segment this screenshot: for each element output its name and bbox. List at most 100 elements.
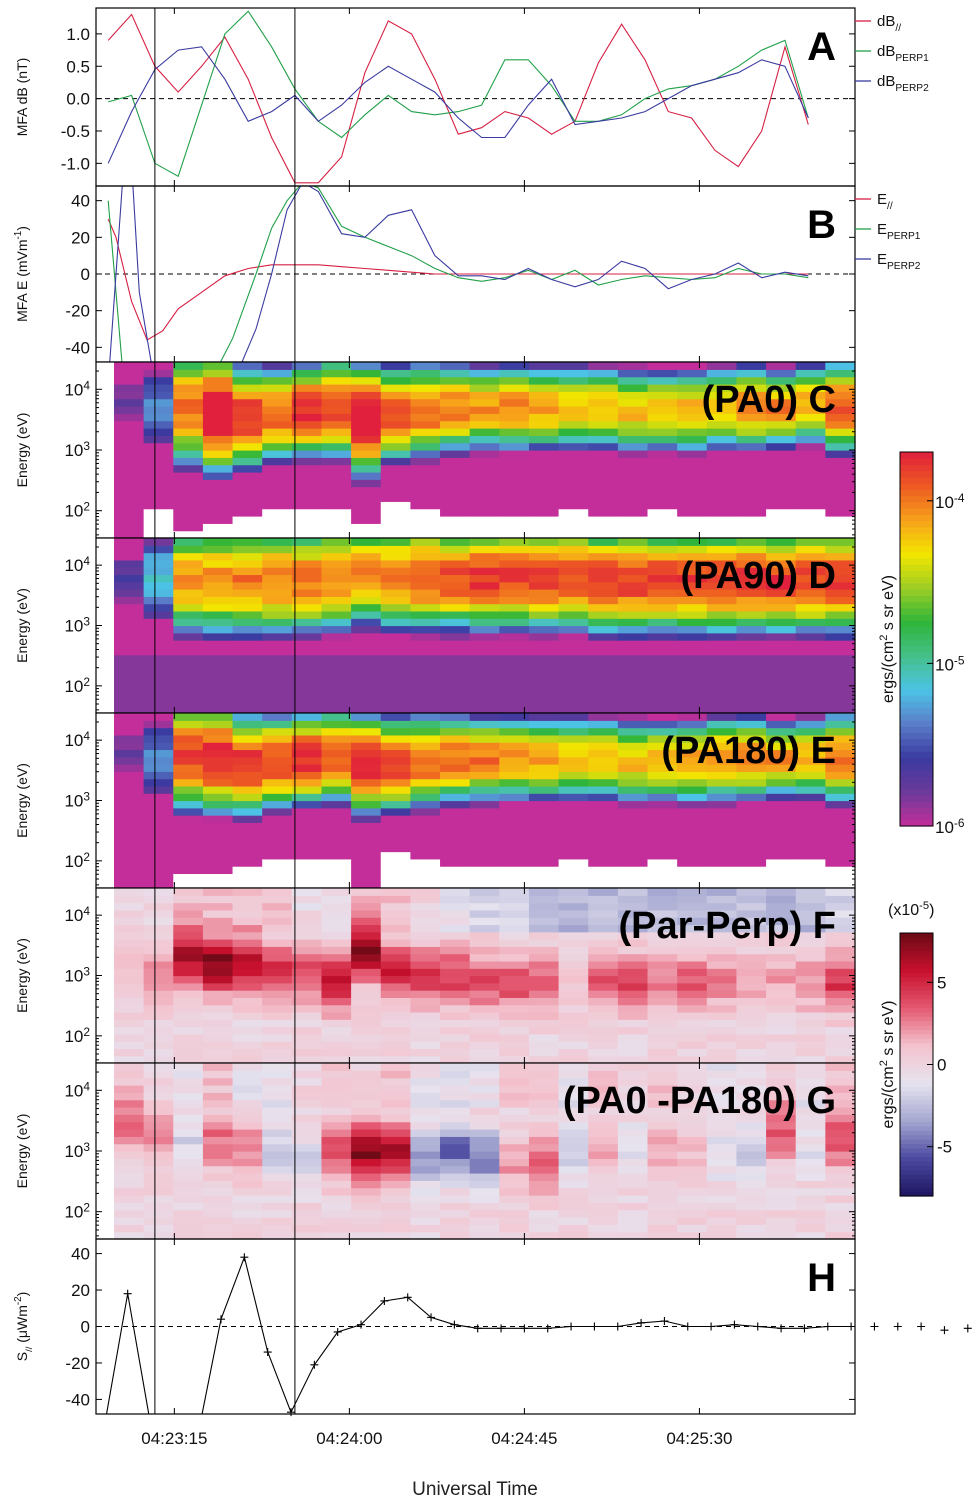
heatmap-cell — [677, 1041, 708, 1050]
heatmap-cell — [410, 1173, 441, 1181]
heatmap-cell — [736, 1070, 767, 1079]
heatmap-cell — [291, 1151, 323, 1159]
heatmap-cell — [202, 756, 234, 765]
heatmap-cell — [202, 946, 234, 955]
data-point-marker — [287, 1408, 296, 1417]
heatmap-cell — [410, 1004, 441, 1013]
heatmap-cell — [173, 749, 204, 758]
heatmap-cell — [617, 376, 649, 385]
heatmap-cell — [351, 829, 382, 838]
heatmap-cell — [825, 851, 856, 860]
heatmap-cell — [558, 778, 589, 787]
heatmap-cell — [558, 1033, 589, 1042]
heatmap-cell — [410, 793, 441, 802]
heatmap-cell — [262, 727, 293, 736]
heatmap-cell — [706, 545, 738, 554]
heatmap-cell — [528, 610, 560, 619]
heatmap-cell — [617, 742, 649, 751]
heatmap-cell — [380, 997, 411, 1006]
colorbar-segment — [900, 639, 933, 646]
heatmap-cell — [617, 1041, 649, 1050]
heatmap-cell — [736, 406, 767, 414]
heatmap-cell — [262, 472, 293, 480]
heatmap-cell — [795, 545, 826, 554]
heatmap-cell — [262, 771, 293, 780]
heatmap-cell — [499, 1217, 530, 1225]
y-tick-label: -1.0 — [61, 154, 90, 173]
heatmap-cell — [469, 391, 500, 400]
heatmap-cell — [351, 581, 382, 590]
heatmap-cell — [677, 530, 708, 539]
x-tick-label: 04:24:00 — [316, 1429, 382, 1448]
heatmap-cell — [558, 880, 589, 889]
heatmap-cell — [143, 501, 174, 510]
heatmap-cell — [766, 435, 797, 444]
heatmap-cell — [647, 873, 678, 882]
heatmap-cell — [173, 1151, 204, 1159]
heatmap-cell — [499, 1121, 530, 1130]
colorbar-segment — [900, 557, 933, 565]
heatmap-cell — [114, 1143, 145, 1152]
y-tick-label: 103​ — [64, 439, 90, 460]
heatmap-cell — [706, 1033, 738, 1042]
heatmap-cell — [291, 1070, 323, 1079]
heatmap-cell — [766, 997, 797, 1006]
heatmap-cell — [291, 822, 323, 831]
heatmap-cell — [173, 1136, 204, 1145]
heatmap-cell — [410, 632, 441, 641]
heatmap-cell — [232, 391, 263, 400]
heatmap-cell — [766, 413, 797, 422]
heatmap-cell — [617, 909, 649, 918]
heatmap-cell — [380, 428, 411, 436]
heatmap-cell — [588, 909, 619, 918]
y-tick-label: 104​ — [64, 729, 90, 750]
heatmap-cell — [262, 785, 293, 794]
heatmap-cell — [499, 559, 530, 568]
heatmap-cell — [706, 1165, 738, 1174]
heatmap-cell — [202, 880, 234, 889]
heatmap-cell — [677, 362, 708, 370]
heatmap-cell — [825, 486, 856, 495]
heatmap-cell — [499, 764, 530, 772]
heatmap-cell — [706, 807, 738, 816]
colorbar-segment — [900, 794, 933, 802]
heatmap-cell — [469, 574, 500, 583]
heatmap-cell — [291, 1129, 323, 1137]
heatmap-cell — [558, 749, 589, 758]
heatmap-cell — [588, 1055, 619, 1064]
heatmap-cell — [825, 1011, 856, 1020]
heatmap-cell — [795, 413, 826, 422]
heatmap-cell — [528, 895, 560, 904]
heatmap-cell — [558, 1158, 589, 1167]
heatmap-cell — [825, 472, 856, 480]
heatmap-cell — [706, 851, 738, 860]
heatmap-cell — [528, 771, 560, 780]
heatmap-cell — [588, 589, 619, 597]
heatmap-cell — [232, 538, 263, 546]
heatmap-cell — [469, 931, 500, 940]
heatmap-cell — [647, 1063, 678, 1071]
heatmap-cell — [440, 793, 471, 802]
data-point-marker — [123, 1289, 132, 1298]
heatmap-cell — [440, 545, 471, 554]
heatmap-cell — [677, 1004, 708, 1013]
heatmap-cell — [677, 610, 708, 619]
heatmap-cell — [469, 982, 500, 991]
heatmap-cell — [173, 596, 204, 605]
heatmap-cell — [351, 1041, 382, 1050]
heatmap-cell — [114, 873, 145, 882]
heatmap-cell — [677, 1070, 708, 1079]
heatmap-cell — [291, 720, 323, 729]
colorbar-segment — [900, 707, 933, 715]
heatmap-cell — [677, 924, 708, 933]
heatmap-cell — [351, 931, 382, 940]
heatmap-cell — [262, 836, 293, 845]
heatmap-cell — [202, 384, 234, 392]
heatmap-cell — [499, 610, 530, 619]
heatmap-cell — [202, 939, 234, 947]
colorbar-segment — [900, 1033, 933, 1039]
heatmap-cell — [677, 968, 708, 977]
heatmap-cell — [647, 450, 678, 458]
heatmap-cell — [143, 647, 174, 656]
colorbar-tick-label: 0 — [937, 1056, 946, 1075]
